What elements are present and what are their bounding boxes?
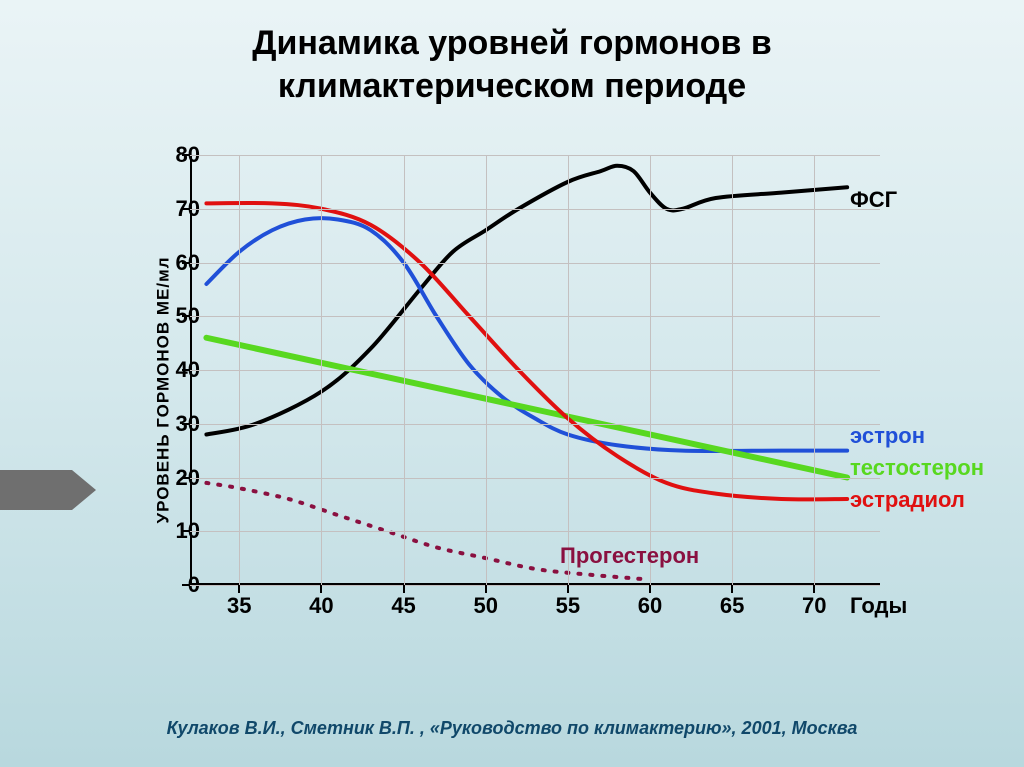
series-label: эстрадиол bbox=[850, 487, 965, 513]
series-label: тестостерон bbox=[850, 455, 984, 481]
x-axis-label: Годы bbox=[850, 593, 907, 619]
x-tick-label: 60 bbox=[638, 593, 662, 619]
series-label: Прогестерон bbox=[560, 543, 699, 569]
x-tick-label: 55 bbox=[556, 593, 580, 619]
x-tick-label: 45 bbox=[391, 593, 415, 619]
x-tick-label: 70 bbox=[802, 593, 826, 619]
x-tick-label: 50 bbox=[473, 593, 497, 619]
x-tick-label: 65 bbox=[720, 593, 744, 619]
citation-text: Кулаков В.И., Сметник В.П. , «Руководств… bbox=[0, 718, 1024, 739]
x-tick-label: 40 bbox=[309, 593, 333, 619]
title-line-1: Динамика уровней гормонов в bbox=[0, 22, 1024, 65]
slide-side-marker bbox=[0, 470, 72, 510]
chart-title: Динамика уровней гормонов в климактериче… bbox=[0, 0, 1024, 107]
x-tick-label: 35 bbox=[227, 593, 251, 619]
hormone-chart: УРОВЕНЬ ГОРМОНОВ МЕ/мл 01020304050607080… bbox=[140, 145, 900, 635]
series-label: эстрон bbox=[850, 423, 925, 449]
title-line-2: климактерическом периоде bbox=[0, 65, 1024, 108]
series-label: ФСГ bbox=[850, 187, 897, 213]
series-line-тестостерон bbox=[206, 338, 847, 478]
plot-area bbox=[190, 155, 880, 585]
series-line-эстрон bbox=[206, 218, 847, 451]
